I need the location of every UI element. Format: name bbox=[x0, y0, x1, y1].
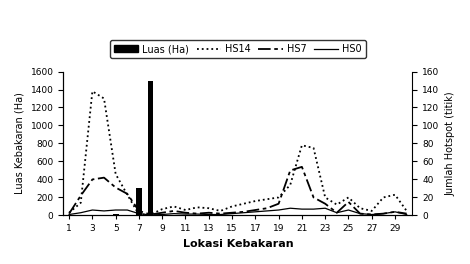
Bar bbox=[113, 214, 118, 215]
Y-axis label: Luas Kebakaran (Ha): Luas Kebakaran (Ha) bbox=[15, 92, 25, 194]
Y-axis label: Jumlah Hotspot (titik): Jumlah Hotspot (titik) bbox=[445, 91, 455, 196]
Bar bbox=[148, 81, 154, 215]
Legend: Luas (Ha), HS14, HS7, HS0: Luas (Ha), HS14, HS7, HS0 bbox=[110, 40, 366, 58]
X-axis label: Lokasi Kebakaran: Lokasi Kebakaran bbox=[182, 239, 293, 249]
Bar bbox=[136, 188, 142, 215]
